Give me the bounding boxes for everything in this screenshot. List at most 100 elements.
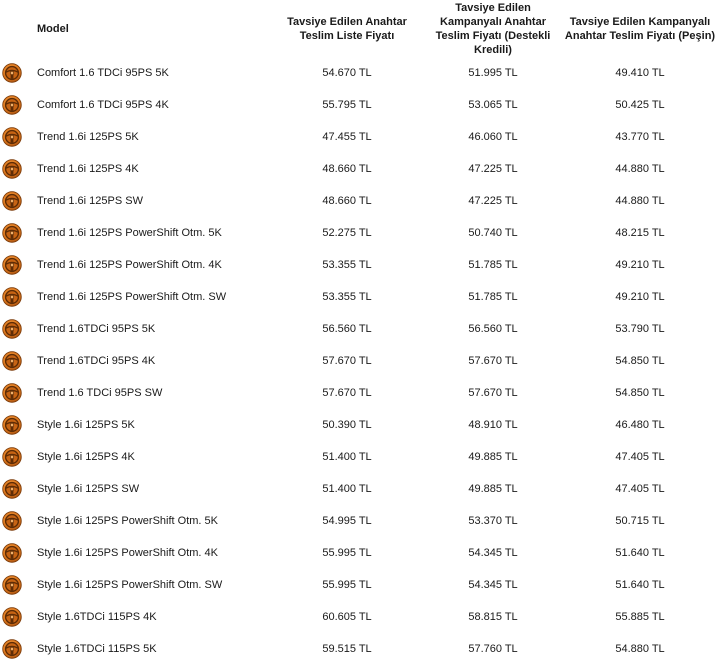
steering-wheel-icon[interactable]: [2, 95, 22, 115]
table-row: Trend 1.6i 125PS PowerShift Otm. SW 53.3…: [0, 281, 718, 313]
table-row: Style 1.6i 125PS SW 51.400 TL 49.885 TL …: [0, 473, 718, 505]
campaign-cash-price-cell: 47.405 TL: [615, 451, 665, 463]
campaign-cash-price-cell: 51.640 TL: [615, 547, 665, 559]
campaign-cash-price-cell: 49.210 TL: [615, 259, 665, 271]
table-row: Trend 1.6i 125PS PowerShift Otm. 5K 52.2…: [0, 217, 718, 249]
steering-wheel-icon-graphic: [2, 575, 22, 595]
row-icon-cell: [0, 537, 37, 569]
steering-wheel-icon-graphic: [2, 479, 22, 499]
steering-wheel-icon-graphic: [2, 63, 22, 83]
steering-wheel-icon[interactable]: [2, 255, 22, 275]
campaign-credit-price-cell: 49.885 TL: [468, 451, 518, 463]
table-row: Style 1.6i 125PS PowerShift Otm. 4K 55.9…: [0, 537, 718, 569]
steering-wheel-icon-graphic: [2, 447, 22, 467]
list-price-cell: 57.670 TL: [322, 355, 372, 367]
campaign-credit-price-column-header: Tavsiye Edilen Kampanyalı Anahtar Teslim…: [435, 1, 551, 56]
steering-wheel-icon-graphic: [2, 415, 22, 435]
steering-wheel-icon-graphic: [2, 287, 22, 307]
row-icon-cell: [0, 601, 37, 633]
campaign-cash-price-cell: 49.410 TL: [615, 67, 665, 79]
steering-wheel-icon[interactable]: [2, 383, 22, 403]
steering-wheel-icon[interactable]: [2, 447, 22, 467]
campaign-credit-price-cell: 51.785 TL: [468, 291, 518, 303]
table-row: Trend 1.6i 125PS PowerShift Otm. 4K 53.3…: [0, 249, 718, 281]
list-price-cell: 52.275 TL: [322, 227, 372, 239]
campaign-cash-price-cell: 50.425 TL: [615, 99, 665, 111]
steering-wheel-icon-graphic: [2, 319, 22, 339]
list-price-cell: 51.400 TL: [322, 483, 372, 495]
row-icon-cell: [0, 441, 37, 473]
steering-wheel-icon-graphic: [2, 255, 22, 275]
campaign-credit-price-cell: 53.065 TL: [468, 99, 518, 111]
row-icon-cell: [0, 569, 37, 601]
steering-wheel-icon-graphic: [2, 543, 22, 563]
steering-wheel-icon-graphic: [2, 639, 22, 659]
list-price-cell: 47.455 TL: [322, 131, 372, 143]
table-row: Comfort 1.6 TDCi 95PS 5K 54.670 TL 51.99…: [0, 57, 718, 89]
steering-wheel-icon[interactable]: [2, 319, 22, 339]
steering-wheel-icon[interactable]: [2, 63, 22, 83]
steering-wheel-icon[interactable]: [2, 159, 22, 179]
list-price-cell: 55.795 TL: [322, 99, 372, 111]
steering-wheel-icon[interactable]: [2, 287, 22, 307]
steering-wheel-icon[interactable]: [2, 479, 22, 499]
table-row: Trend 1.6i 125PS 5K 47.455 TL 46.060 TL …: [0, 121, 718, 153]
steering-wheel-icon[interactable]: [2, 607, 22, 627]
steering-wheel-icon[interactable]: [2, 223, 22, 243]
campaign-cash-price-cell: 43.770 TL: [615, 131, 665, 143]
model-cell: Style 1.6TDCi 115PS 4K: [37, 611, 157, 623]
row-icon-cell: [0, 505, 37, 537]
model-cell: Comfort 1.6 TDCi 95PS 5K: [37, 67, 169, 79]
model-cell: Trend 1.6i 125PS SW: [37, 195, 143, 207]
steering-wheel-icon[interactable]: [2, 639, 22, 659]
table-row: Style 1.6i 125PS PowerShift Otm. SW 55.9…: [0, 569, 718, 601]
list-price-cell: 54.995 TL: [322, 515, 372, 527]
campaign-credit-price-cell: 57.760 TL: [468, 643, 518, 655]
model-cell: Comfort 1.6 TDCi 95PS 4K: [37, 99, 169, 111]
campaign-cash-price-cell: 54.850 TL: [615, 355, 665, 367]
model-cell: Trend 1.6i 125PS 4K: [37, 163, 139, 175]
campaign-cash-price-cell: 54.850 TL: [615, 387, 665, 399]
steering-wheel-icon[interactable]: [2, 575, 22, 595]
campaign-credit-price-cell: 51.785 TL: [468, 259, 518, 271]
steering-wheel-icon-graphic: [2, 351, 22, 371]
row-icon-cell: [0, 121, 37, 153]
table-row: Trend 1.6TDCi 95PS 4K 57.670 TL 57.670 T…: [0, 345, 718, 377]
campaign-cash-price-cell: 44.880 TL: [615, 163, 665, 175]
list-price-cell: 48.660 TL: [322, 195, 372, 207]
steering-wheel-icon-graphic: [2, 127, 22, 147]
campaign-credit-price-cell: 53.370 TL: [468, 515, 518, 527]
table-row: Style 1.6TDCi 115PS 5K 59.515 TL 57.760 …: [0, 633, 718, 665]
row-icon-cell: [0, 633, 37, 665]
model-cell: Style 1.6i 125PS 5K: [37, 419, 135, 431]
campaign-credit-price-cell: 49.885 TL: [468, 483, 518, 495]
model-cell: Style 1.6i 125PS PowerShift Otm. SW: [37, 579, 223, 591]
campaign-cash-price-cell: 54.880 TL: [615, 643, 665, 655]
steering-wheel-icon[interactable]: [2, 543, 22, 563]
model-cell: Style 1.6i 125PS PowerShift Otm. 4K: [37, 547, 218, 559]
list-price-cell: 50.390 TL: [322, 419, 372, 431]
list-price-cell: 59.515 TL: [322, 643, 372, 655]
steering-wheel-icon[interactable]: [2, 351, 22, 371]
row-icon-cell: [0, 153, 37, 185]
campaign-cash-price-cell: 48.215 TL: [615, 227, 665, 239]
row-icon-cell: [0, 473, 37, 505]
campaign-cash-price-cell: 50.715 TL: [615, 515, 665, 527]
list-price-cell: 56.560 TL: [322, 323, 372, 335]
steering-wheel-icon-graphic: [2, 191, 22, 211]
table-row: Style 1.6i 125PS PowerShift Otm. 5K 54.9…: [0, 505, 718, 537]
steering-wheel-icon-graphic: [2, 159, 22, 179]
row-icon-cell: [0, 409, 37, 441]
table-row: Trend 1.6TDCi 95PS 5K 56.560 TL 56.560 T…: [0, 313, 718, 345]
header-row: Model Tavsiye Edilen Anahtar Teslim List…: [0, 0, 718, 57]
steering-wheel-icon-graphic: [2, 223, 22, 243]
steering-wheel-icon[interactable]: [2, 415, 22, 435]
table-body: Comfort 1.6 TDCi 95PS 5K 54.670 TL 51.99…: [0, 57, 718, 665]
steering-wheel-icon-graphic: [2, 607, 22, 627]
steering-wheel-icon[interactable]: [2, 511, 22, 531]
steering-wheel-icon[interactable]: [2, 127, 22, 147]
icon-column-header: [0, 0, 37, 57]
table-row: Comfort 1.6 TDCi 95PS 4K 55.795 TL 53.06…: [0, 89, 718, 121]
steering-wheel-icon[interactable]: [2, 191, 22, 211]
campaign-cash-price-cell: 51.640 TL: [615, 579, 665, 591]
